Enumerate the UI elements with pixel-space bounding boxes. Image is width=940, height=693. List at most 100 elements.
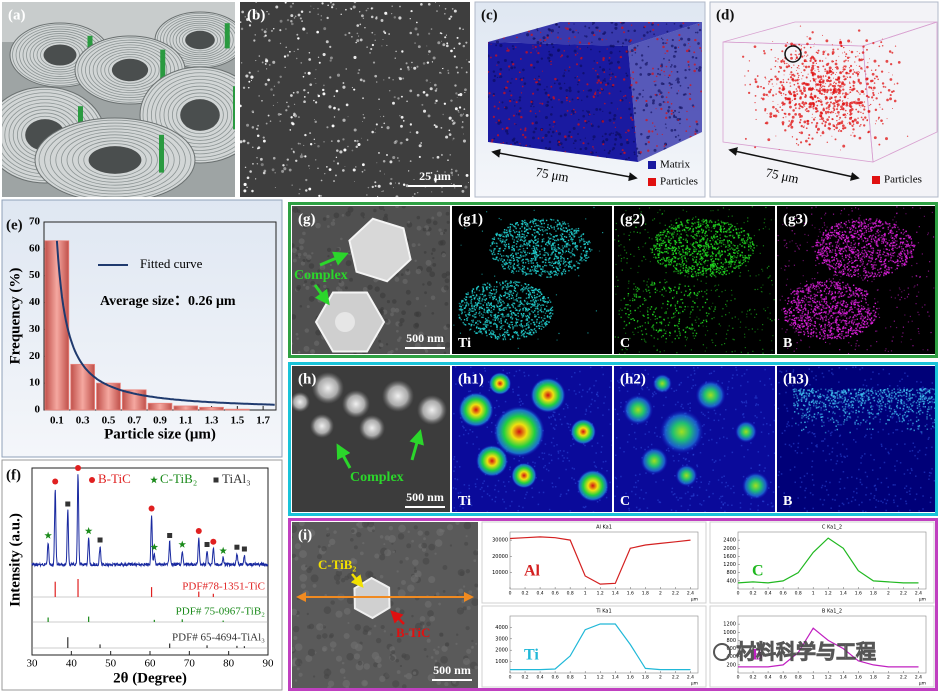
sem-noise (327, 255, 330, 258)
particle (590, 151, 592, 153)
map-pixel (526, 332, 528, 334)
particle (688, 97, 692, 101)
map-pixel (554, 239, 556, 242)
particle (800, 131, 804, 135)
particle (430, 28, 433, 30)
map-pixel (482, 316, 485, 319)
map-pixel (533, 251, 535, 253)
particle (560, 54, 564, 57)
matrix-grain (506, 132, 509, 135)
particle (356, 139, 359, 143)
particle (694, 132, 697, 136)
map-pixel (569, 231, 571, 234)
particle (495, 122, 497, 124)
particle (592, 146, 594, 148)
matrix-grain (573, 49, 577, 53)
map-pixel (715, 333, 717, 335)
map-pixel (521, 326, 524, 329)
particle (817, 66, 820, 69)
map-pixel (511, 270, 514, 273)
map-pixel (545, 310, 548, 312)
matrix-grain (646, 135, 650, 140)
particle (252, 163, 254, 165)
particle (443, 102, 447, 105)
map-pixel (660, 336, 663, 338)
particle (577, 123, 580, 126)
particle (820, 89, 822, 91)
map-pixel (462, 304, 464, 306)
peak-marker (89, 477, 95, 483)
particle (370, 7, 373, 10)
map-pixel (553, 262, 555, 265)
map-pixel (550, 315, 552, 317)
map-pixel (512, 225, 515, 227)
matrix-grain (654, 83, 657, 87)
map-pixel (505, 319, 507, 321)
map-pixel (526, 303, 529, 305)
particle (489, 56, 492, 59)
map-pixel (571, 228, 573, 230)
particle (822, 107, 825, 110)
map-pixel (491, 242, 493, 244)
particle (857, 71, 859, 73)
map-pixel (520, 332, 523, 334)
particle (878, 143, 881, 146)
map-pixel (507, 304, 509, 306)
matrix-grain (680, 106, 683, 110)
map-pixel (495, 316, 497, 318)
matrix-grain (560, 100, 564, 104)
map-pixel (540, 307, 543, 309)
map-pixel (504, 241, 506, 244)
particle (290, 14, 294, 18)
particle (872, 86, 876, 90)
map-pixel (719, 325, 722, 327)
particle (853, 71, 856, 73)
map-pixel (508, 291, 511, 293)
map-pixel (578, 236, 580, 239)
matrix-grain (608, 149, 612, 153)
particle (596, 61, 599, 64)
map-pixel (521, 226, 523, 228)
map-pixel (524, 240, 526, 242)
map-pixel (460, 308, 462, 310)
particle (385, 153, 389, 157)
map-pixel (721, 315, 723, 317)
matrix-grain (548, 96, 551, 99)
y-tick-label: 50 (29, 269, 41, 281)
matrix-grain (577, 118, 580, 121)
map-pixel (534, 304, 536, 306)
bar (96, 382, 121, 411)
particle (842, 86, 844, 88)
particle (299, 143, 301, 145)
particle (810, 69, 813, 72)
map-pixel (518, 324, 521, 326)
map-pixel (548, 261, 550, 264)
particle (375, 17, 378, 20)
matrix-grain (518, 96, 522, 99)
particle (822, 108, 826, 112)
map-pixel (518, 263, 520, 265)
map-pixel (521, 291, 524, 293)
particle (336, 149, 339, 152)
map-pixel (501, 334, 504, 337)
particle (826, 79, 830, 83)
map-pixel (528, 321, 530, 323)
map-pixel (749, 241, 751, 243)
particle (394, 57, 396, 59)
matrix-grain (674, 46, 677, 49)
map-pixel (463, 307, 466, 309)
particle (857, 29, 861, 32)
map-pixel (473, 313, 476, 316)
map-pixel (558, 270, 560, 272)
map-pixel (502, 282, 504, 284)
particle (864, 70, 866, 72)
coil-ring (155, 79, 235, 151)
map-pixel (516, 246, 518, 248)
map-pixel (696, 230, 698, 233)
particle (815, 62, 818, 64)
matrix-grain (631, 54, 633, 56)
map-pixel (508, 295, 510, 297)
map-pixel (554, 245, 556, 247)
matrix-grain (563, 113, 567, 117)
particle (488, 42, 489, 44)
